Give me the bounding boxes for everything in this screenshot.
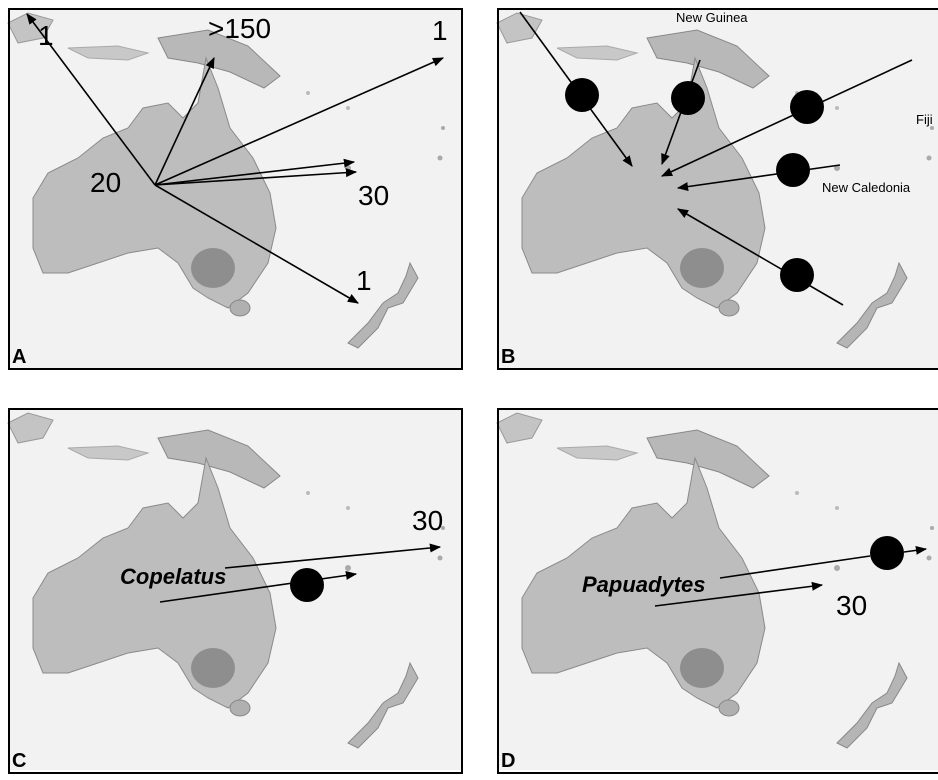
figure: 1 >150 1 20 30 1 A New Guinea Fiji New C… <box>0 0 938 780</box>
count-label: >150 <box>208 13 271 44</box>
count-label: 1 <box>356 265 372 296</box>
count-label: 1 <box>38 20 54 51</box>
panel-c: 30 Copelatus C <box>8 408 463 773</box>
page: 1 >150 1 20 30 1 A New Guinea Fiji New C… <box>0 0 938 780</box>
panel-letter: D <box>501 750 515 772</box>
count-label: 30 <box>358 180 389 211</box>
panel-d: Papuadytes 30 D <box>497 408 938 773</box>
panel-letter: B <box>501 346 515 368</box>
count-label: 1 <box>432 15 448 46</box>
panel-letter: A <box>12 346 26 368</box>
count-label: 30 <box>412 505 443 536</box>
count-label: 20 <box>90 167 121 198</box>
panel-letter: C <box>12 750 26 772</box>
panel-a: 1 >150 1 20 30 1 A <box>8 8 463 370</box>
count-label: 30 <box>836 590 867 621</box>
genus-label: Papuadytes <box>582 572 706 597</box>
place-label: New Caledonia <box>822 180 911 195</box>
genus-label: Copelatus <box>120 564 226 589</box>
place-label: Fiji <box>916 112 933 127</box>
place-label: New Guinea <box>676 10 748 25</box>
panel-b: New Guinea Fiji New Caledonia B <box>497 8 938 370</box>
